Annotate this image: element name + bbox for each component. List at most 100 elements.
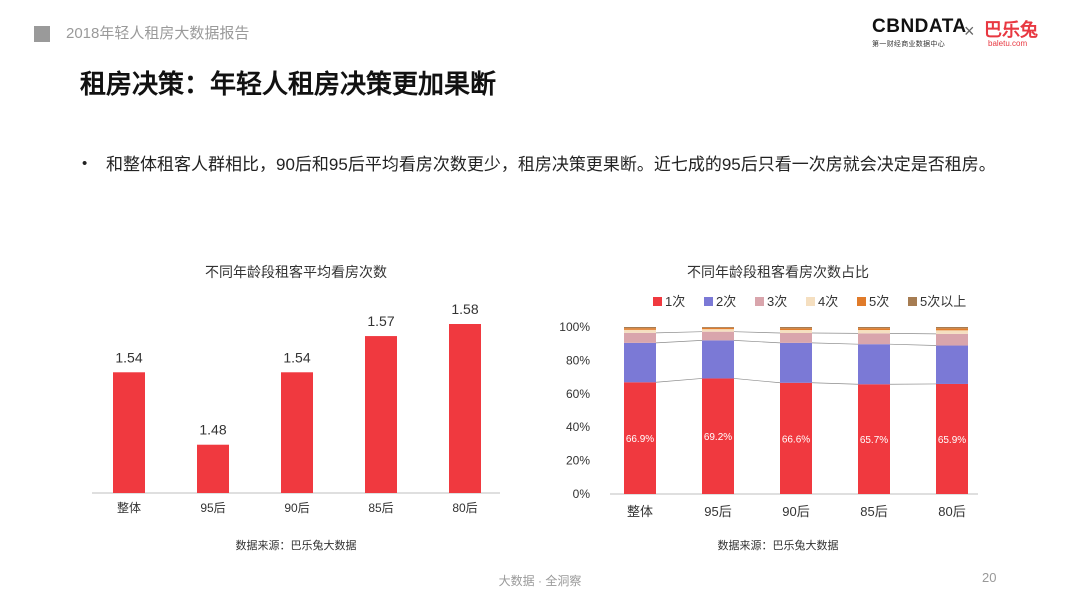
data-label: 1.48 [199,422,226,438]
x-tick-label: 85后 [368,501,393,515]
legend-label: 3次 [767,294,787,309]
data-label: 65.7% [860,435,888,446]
data-label: 1.54 [283,349,310,365]
stacked-segment [702,340,734,379]
stacked-segment [858,384,890,494]
bar [197,444,229,493]
series-connector-line [733,378,781,384]
stacked-segment [702,331,734,341]
stacked-segment [858,330,890,334]
stacked-segment [780,328,812,331]
report-title: 2018年轻人租房大数据报告 [66,25,250,42]
series-connector-line [889,343,937,346]
stacked-segment [624,332,656,343]
y-tick-label: 40% [566,420,590,434]
stacked-segment [936,333,968,346]
page-number: 20 [982,570,997,585]
logo-cross-icon: × [964,21,975,41]
stacked-segment [780,330,812,334]
stacked-segment [780,333,812,343]
stacked-segment [624,382,656,494]
legend-swatch [704,297,713,306]
stacked-segment [702,378,734,494]
x-tick-label: 整体 [117,500,141,515]
data-label: 66.6% [782,434,810,445]
series-connector-line [733,340,781,344]
data-label: 66.9% [626,434,654,445]
viewings-share-stacked-chart: 不同年龄段租客看房次数占比 1次 2次 3次 4次 5次 5次以上 0% 20% 40% 60%… [559,264,978,552]
page-title: 租房决策：年轻人租房决策更加果断 [80,69,497,99]
y-tick-label: 80% [566,353,590,367]
legend-swatch [806,297,815,306]
stacked-segment [858,344,890,385]
stacked-segment [702,329,734,332]
series-connector-line [655,378,703,383]
legend-label: 5次 [869,294,889,309]
series-connector-line [811,342,859,345]
bullet-dot-icon: • [82,155,88,172]
data-label: 69.2% [704,432,732,443]
cbndata-logo: CBNDATA [872,16,967,37]
chart-source: 数据来源：巴乐兔大数据 [718,538,839,552]
series-connector-line [655,331,703,334]
legend-swatch [908,297,917,306]
legend-swatch [857,297,866,306]
x-tick-label: 80后 [938,504,965,519]
y-tick-label: 0% [573,487,591,501]
stacked-segment [624,327,656,329]
cbndata-logo-subtitle: 第一财经商业数据中心 [872,41,945,48]
data-label: 1.58 [451,301,478,317]
stacked-segment [936,345,968,384]
x-tick-label: 90后 [284,501,309,515]
stacked-segment [702,327,734,330]
avg-viewings-bar-chart: 不同年龄段租客平均看房次数 1.54 整体 1.48 95后 1.54 90后 1.57 85… [92,264,500,552]
baletu-logo-url: baletu.com [988,39,1028,48]
legend-label: 4次 [818,294,838,309]
chart-title: 不同年龄段租客看房次数占比 [687,264,869,280]
legend-swatch [653,297,662,306]
stacked-segment [624,329,656,333]
stacked-segment [780,327,812,329]
chart-title: 不同年龄段租客平均看房次数 [205,264,387,280]
series-connector-line [655,340,703,344]
brand-logos: CBNDATA 第一财经商业数据中心 × 巴乐兔 baletu.com [872,16,1052,50]
x-tick-label: 80后 [452,501,477,515]
stacked-segment [780,342,812,383]
series-connector-line [889,332,937,335]
baletu-logo: 巴乐兔 [984,20,1038,40]
bar [365,336,397,493]
series-connector-line [733,331,781,334]
bar [281,372,313,493]
y-tick-label: 20% [566,454,590,468]
header-square-icon [34,26,50,42]
data-label: 1.54 [115,349,142,365]
bullet-text: 和整体租客人群相比，90后和95后平均看房次数更少，租房决策更果断。近七成的95… [106,155,996,174]
x-tick-label: 95后 [200,501,225,515]
y-tick-label: 100% [559,320,590,334]
footer-slogan: 大数据 · 全洞察 [498,574,582,588]
x-tick-label: 整体 [627,504,653,519]
y-tick-label: 60% [566,387,590,401]
data-label: 65.9% [938,435,966,446]
stacked-segment [624,342,656,383]
stacked-segment [936,328,968,331]
x-tick-label: 90后 [782,504,809,519]
x-tick-label: 85后 [860,504,887,519]
series-connector-line [811,382,859,385]
legend-label: 2次 [716,294,736,309]
x-tick-label: 95后 [704,504,731,519]
bar [449,324,481,493]
stacked-segment [780,382,812,494]
stacked-segment [624,328,656,330]
stacked-segment [936,327,968,329]
data-label: 1.57 [367,313,394,329]
chart-source: 数据来源：巴乐兔大数据 [236,538,357,552]
stacked-segment [936,330,968,334]
stacked-segment [936,383,968,494]
stacked-segment [858,327,890,329]
bar [113,372,145,493]
stacked-segment [702,327,734,328]
stacked-segment [858,333,890,345]
legend-label: 1次 [665,294,685,309]
stacked-segment [858,328,890,331]
